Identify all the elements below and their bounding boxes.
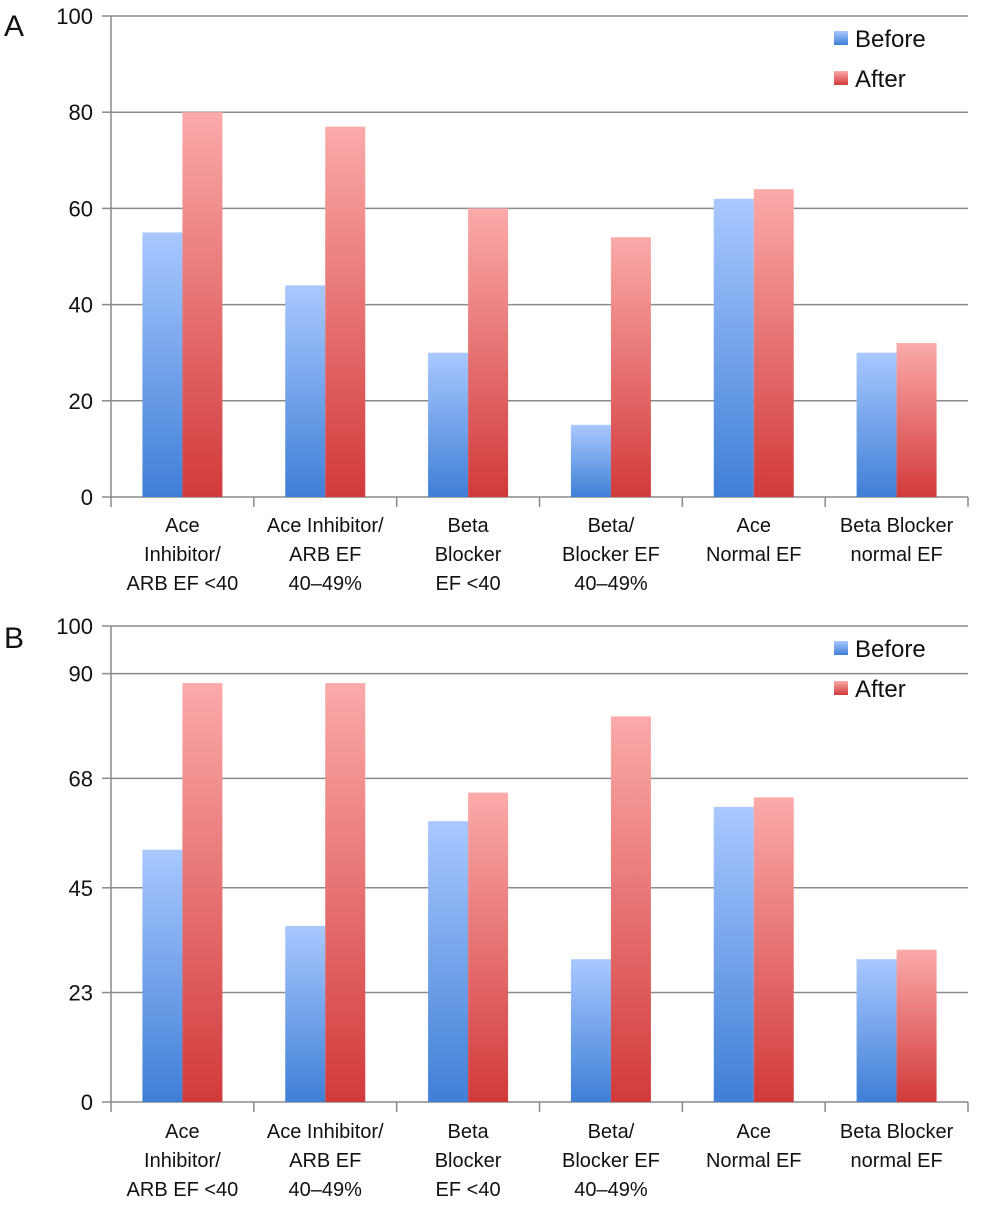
x-category-label-line: Beta/ (588, 515, 635, 537)
legend-swatch-after (834, 71, 848, 85)
x-category-label-line: Beta (448, 515, 490, 537)
legend-label-after: After (855, 676, 906, 703)
bar-before-5 (856, 959, 897, 1102)
y-tick-label: 80 (69, 100, 93, 125)
y-tick-label: 100 (56, 4, 93, 29)
x-category-label-line: Inhibitor/ (144, 1150, 221, 1172)
bar-after-0 (182, 112, 223, 497)
y-tick-label: 20 (69, 389, 93, 414)
x-category-label-line: Beta Blocker (840, 515, 954, 537)
bar-after-3 (610, 716, 651, 1102)
x-category-label-line: Beta Blocker (840, 1121, 954, 1143)
panel-letter: B (4, 622, 24, 655)
y-tick-label: 90 (69, 662, 93, 687)
x-category-label: Beta/Blocker EF 40–49% (562, 515, 660, 595)
bar-before-1 (285, 285, 326, 497)
x-category-label: Ace Inhibitor/ARB EF <40 (127, 1121, 239, 1200)
x-category-label-line: Ace (737, 515, 771, 537)
y-tick-label: 45 (69, 876, 93, 901)
bar-after-5 (896, 343, 937, 497)
x-category-label: Ace Normal EF (706, 1121, 802, 1172)
x-category-label-line: Normal EF (706, 544, 802, 566)
bar-after-0 (182, 683, 223, 1102)
x-category-label-line: Beta/ (588, 1121, 635, 1143)
bar-before-4 (713, 806, 754, 1102)
x-category-label-line: ARB EF (289, 1150, 361, 1172)
x-category-label: Ace Inhibitor/ARB EF 40–49% (267, 515, 384, 595)
bar-before-1 (285, 925, 326, 1102)
x-category-label-line: Ace (165, 1121, 199, 1143)
bar-after-2 (468, 208, 509, 497)
bar-before-3 (570, 959, 611, 1102)
bar-after-3 (610, 237, 651, 497)
x-category-label-line: Beta (448, 1121, 490, 1143)
x-category-label-line: ARB EF <40 (127, 573, 239, 595)
x-category-label-line: 40–49% (574, 1179, 648, 1200)
y-tick-label: 60 (69, 196, 93, 221)
y-tick-label: 23 (69, 981, 93, 1006)
y-tick-label: 68 (69, 766, 93, 791)
x-category-label: Ace Inhibitor/ARB EF 40–49% (267, 1121, 384, 1200)
bar-after-4 (753, 797, 794, 1102)
x-category-label: Beta Blocker EF <40 (435, 1121, 502, 1200)
bar-before-4 (713, 198, 754, 497)
bar-after-2 (468, 792, 509, 1102)
x-category-label-line: 40–49% (289, 1179, 363, 1200)
legend: Before After (834, 636, 926, 703)
x-category-label-line: EF <40 (436, 573, 501, 595)
x-category-label-line: normal EF (850, 544, 942, 566)
x-category-label-line: Ace (737, 1121, 771, 1143)
x-category-label-line: Ace Inhibitor/ (267, 515, 384, 537)
y-tick-label: 0 (81, 1090, 93, 1115)
x-category-label: Beta Blocker EF <40 (435, 515, 502, 595)
y-tick-label: 40 (69, 293, 93, 318)
legend-label-before: Before (855, 636, 926, 663)
panel-b: B 0 23 45 68 90 100 Ace Inhibitor/ARB EF <40 Ace … (4, 614, 969, 1201)
y-tick-label: 0 (81, 485, 93, 510)
x-category-label-line: 40–49% (289, 573, 363, 595)
x-category-label-line: Normal EF (706, 1150, 802, 1172)
x-category-label-line: Ace (165, 515, 199, 537)
bar-after-4 (753, 189, 794, 497)
x-category-label: Ace Normal EF (706, 515, 802, 566)
x-category-label-line: EF <40 (436, 1179, 501, 1200)
legend-label-before: Before (855, 26, 926, 53)
legend-swatch-after (834, 681, 848, 695)
x-category-label: Beta/Blocker EF 40–49% (562, 1121, 660, 1200)
bar-before-2 (428, 821, 469, 1102)
y-tick-label: 100 (56, 614, 93, 639)
x-category-label-line: Blocker (435, 1150, 502, 1172)
x-category-label-line: Blocker (435, 544, 502, 566)
x-category-label: Ace Inhibitor/ARB EF <40 (127, 515, 239, 595)
legend-swatch-before (834, 31, 848, 45)
bar-before-0 (142, 232, 183, 497)
legend: Before After (834, 26, 926, 93)
x-category-label: Beta Blocker normal EF (840, 1121, 954, 1172)
x-category-label-line: Blocker EF (562, 544, 660, 566)
bar-after-1 (325, 126, 366, 497)
x-category-label-line: ARB EF <40 (127, 1179, 239, 1200)
bar-before-0 (142, 849, 183, 1102)
legend-swatch-before (834, 641, 848, 655)
bar-after-5 (896, 949, 937, 1102)
bar-before-5 (856, 352, 897, 497)
panel-letter: A (4, 10, 24, 43)
x-category-label-line: ARB EF (289, 544, 361, 566)
x-category-label-line: Ace Inhibitor/ (267, 1121, 384, 1143)
bar-after-1 (325, 683, 366, 1102)
x-category-label: Beta Blocker normal EF (840, 515, 954, 566)
legend-label-after: After (855, 66, 906, 93)
x-category-label-line: Blocker EF (562, 1150, 660, 1172)
bar-before-3 (570, 424, 611, 497)
panel-a: A 0 20 40 60 80 100 Ace Inhibitor/ARB EF <40 Ace … (4, 4, 969, 595)
x-category-label-line: 40–49% (574, 573, 648, 595)
x-category-label-line: Inhibitor/ (144, 544, 221, 566)
bar-before-2 (428, 352, 469, 497)
x-category-label-line: normal EF (850, 1150, 942, 1172)
